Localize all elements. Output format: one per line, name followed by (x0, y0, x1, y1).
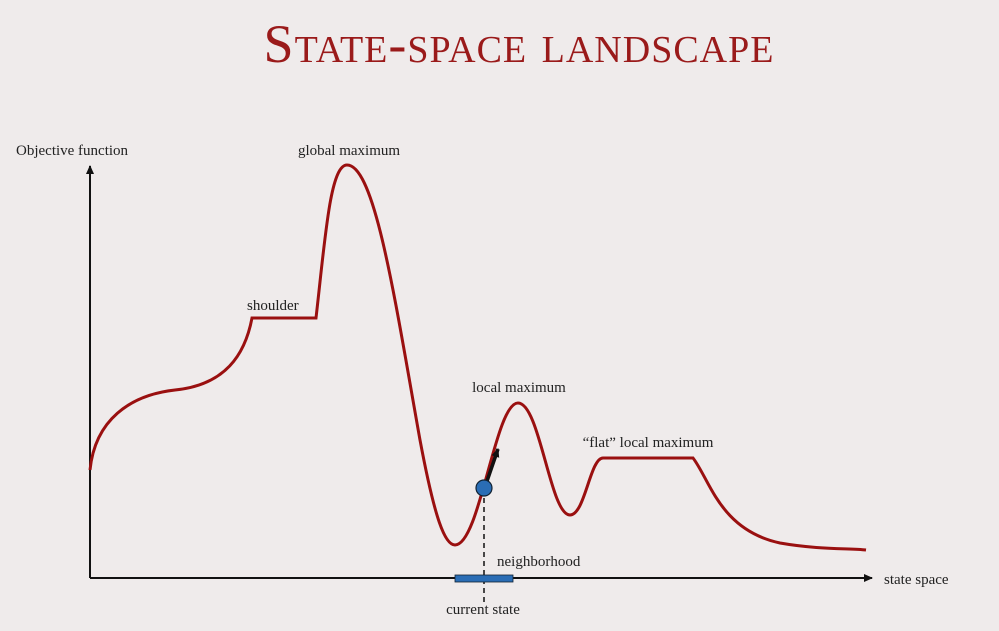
neighborhood-label: neighborhood (497, 554, 581, 570)
current-state-point (475, 479, 493, 497)
flat-local-maximum-label: “flat” local maximum (583, 435, 714, 451)
global-maximum-label: global maximum (298, 143, 400, 159)
landscape-curve (88, 163, 867, 552)
move-arrow (484, 448, 500, 485)
slide-title: State-space landscape (264, 14, 775, 74)
local-maximum-label: local maximum (472, 380, 566, 396)
x-axis-label: state space (884, 572, 949, 588)
shoulder-label: shoulder (247, 298, 299, 314)
neighborhood-bar (454, 574, 514, 583)
y-axis-label: Objective function (16, 143, 129, 159)
current-state-label: current state (446, 602, 520, 618)
